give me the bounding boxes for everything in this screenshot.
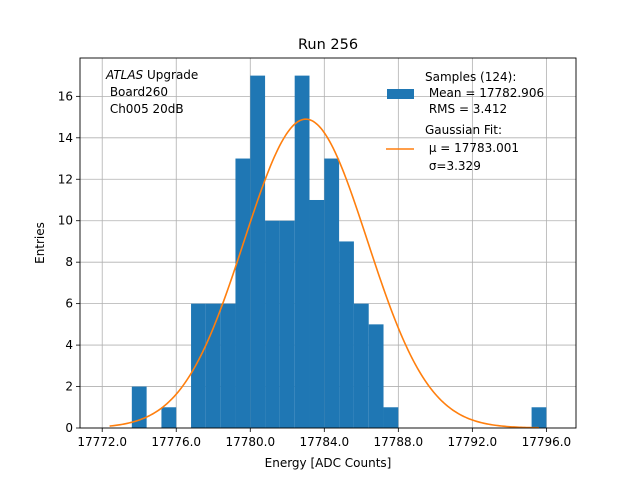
histogram-bar: [191, 303, 206, 428]
x-tick-label: 17792.0: [448, 435, 498, 449]
histogram-bar: [235, 158, 251, 428]
histogram-bar: [368, 324, 384, 428]
histogram-bar: [265, 220, 280, 428]
annotation-line-2: Board260: [106, 85, 168, 99]
legend-samples-line-3: RMS = 3.412: [425, 102, 507, 116]
y-tick-label: 8: [65, 255, 73, 269]
x-tick-label: 17776.0: [151, 435, 201, 449]
legend-samples-line-1: Samples (124):: [425, 70, 516, 84]
annotation-upgrade: Upgrade: [143, 68, 198, 82]
y-tick-label: 0: [65, 421, 73, 435]
histogram-bar: [383, 407, 399, 428]
atlas-annotation: ATLAS Upgrade Board260 Ch005 20dB: [105, 68, 198, 116]
annotation-line-3: Ch005 20dB: [106, 102, 184, 116]
legend: Samples (124): Mean = 17782.906 RMS = 3.…: [386, 70, 544, 173]
legend-fit-line-3: σ=3.329: [425, 159, 481, 173]
legend-fit-line-2: μ = 17783.001: [425, 141, 519, 155]
histogram-bar: [161, 407, 177, 428]
y-tick-label: 10: [58, 214, 73, 228]
histogram-bar: [220, 303, 236, 428]
x-tick-label: 17784.0: [299, 435, 349, 449]
x-tick-label: 17772.0: [77, 435, 127, 449]
histogram-bars: [131, 75, 547, 428]
legend-fit-line-1: Gaussian Fit:: [425, 123, 502, 137]
y-tick-label: 2: [65, 380, 73, 394]
histogram-bar: [131, 386, 147, 428]
chart-title: Run 256: [298, 37, 358, 53]
y-axis-label: Entries: [33, 222, 47, 264]
histogram-bar: [324, 158, 340, 428]
histogram-bar: [309, 199, 325, 428]
y-tick-label: 4: [65, 338, 73, 352]
x-tick-label: 17788.0: [374, 435, 424, 449]
y-tick-label: 6: [65, 297, 73, 311]
x-tick-label: 17796.0: [522, 435, 572, 449]
y-tick-label: 16: [58, 89, 73, 103]
y-tick-label: 12: [58, 172, 73, 186]
legend-samples-line-2: Mean = 17782.906: [425, 86, 544, 100]
histogram-bar: [205, 303, 221, 428]
legend-swatch-samples: [387, 89, 414, 99]
plot-frame: [79, 57, 577, 429]
y-axis-ticks: 0 2 4 6 8 10 12 14 16: [58, 89, 80, 435]
x-axis-label: Energy [ADC Counts]: [265, 456, 392, 470]
annotation-line-1: ATLAS Upgrade: [105, 68, 198, 82]
gaussian-fit-curve: [109, 118, 540, 429]
annotation-atlas: ATLAS: [105, 68, 144, 82]
histogram-bar: [294, 75, 310, 428]
x-tick-label: 17780.0: [225, 435, 275, 449]
histogram-bar: [250, 75, 266, 428]
histogram-bar: [353, 303, 369, 428]
y-tick-label: 14: [58, 131, 73, 145]
x-axis-ticks: 17772.0 17776.0 17780.0 17784.0 17788.0 17792…: [77, 428, 571, 449]
histogram-bar: [339, 241, 354, 428]
histogram-bar: [279, 220, 295, 428]
histogram-bar: [531, 407, 547, 428]
